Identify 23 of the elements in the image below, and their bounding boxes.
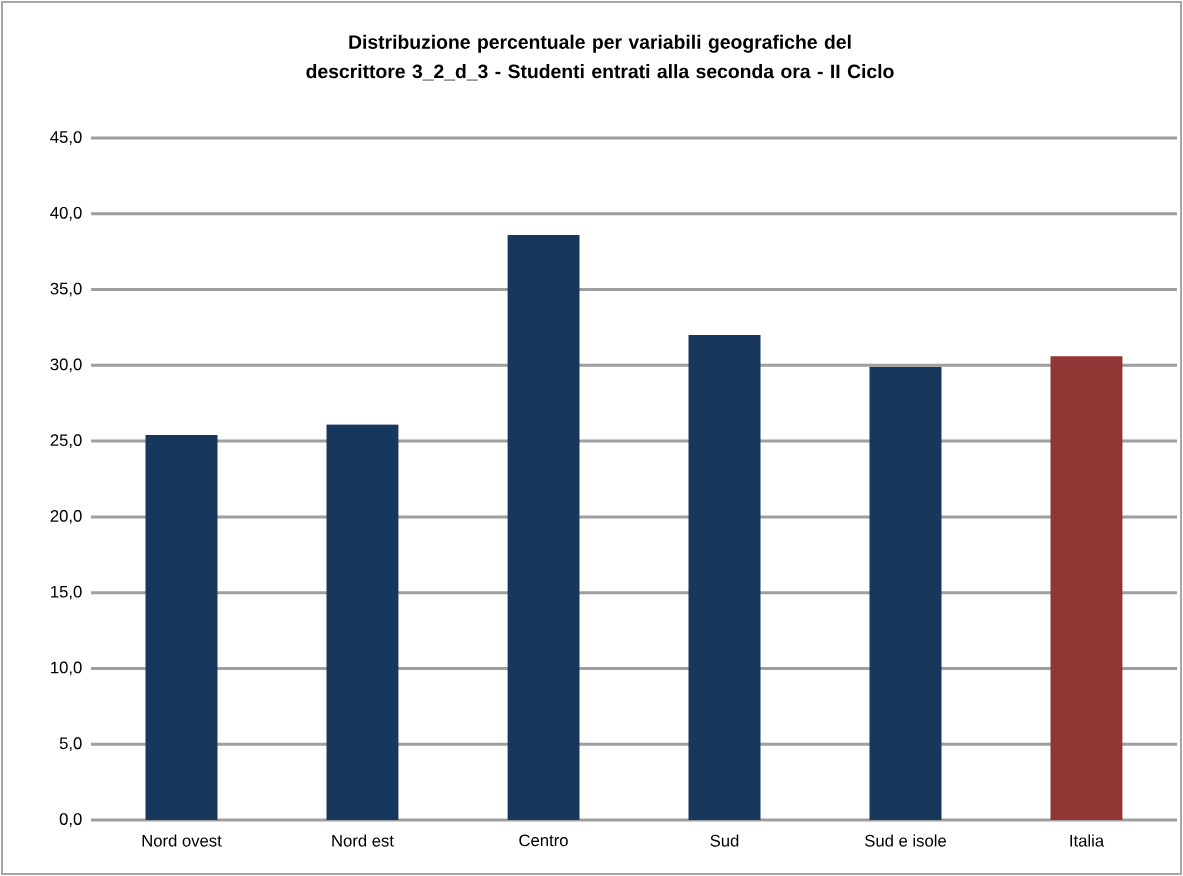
x-tick-label: Nord est	[332, 834, 394, 847]
y-tick-label: 45,0	[50, 131, 82, 145]
x-tick-label: Italia	[1070, 834, 1105, 847]
y-tick-label: 35,0	[50, 282, 82, 297]
bar	[507, 235, 580, 820]
y-tick-label: 10,0	[51, 661, 82, 676]
bar	[326, 424, 399, 820]
y-tick-label: 15,0	[51, 585, 82, 600]
y-tick-label: 20,0	[50, 510, 82, 524]
bar	[688, 335, 761, 820]
x-tick-label: Sud e isole	[865, 834, 946, 847]
bar	[145, 435, 218, 820]
x-tick-label: Centro	[519, 834, 568, 847]
x-tick-label: Nord ovest	[142, 834, 222, 847]
y-tick-label: 25,0	[50, 434, 82, 448]
y-tick-label: 0,0	[59, 813, 82, 827]
y-tick-label: 30,0	[50, 358, 82, 373]
bar	[869, 366, 942, 820]
y-tick-label: 40,0	[50, 206, 82, 221]
bar	[1050, 356, 1123, 820]
x-tick-label: Sud	[710, 834, 739, 847]
y-tick-label: 5,0	[59, 737, 82, 752]
chart-title: Distribuzione percentuale per variabili geografiche del descrittore 3_2_d_3 - Studenti entrati alla seconda ora - II Ciclo	[306, 34, 894, 81]
